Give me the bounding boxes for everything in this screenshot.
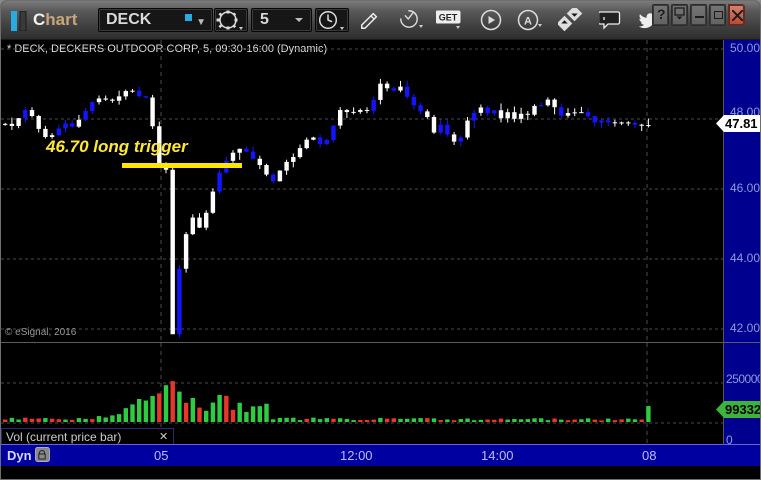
svg-text:A: A: [524, 16, 532, 28]
svg-text:GET: GET: [439, 13, 458, 23]
